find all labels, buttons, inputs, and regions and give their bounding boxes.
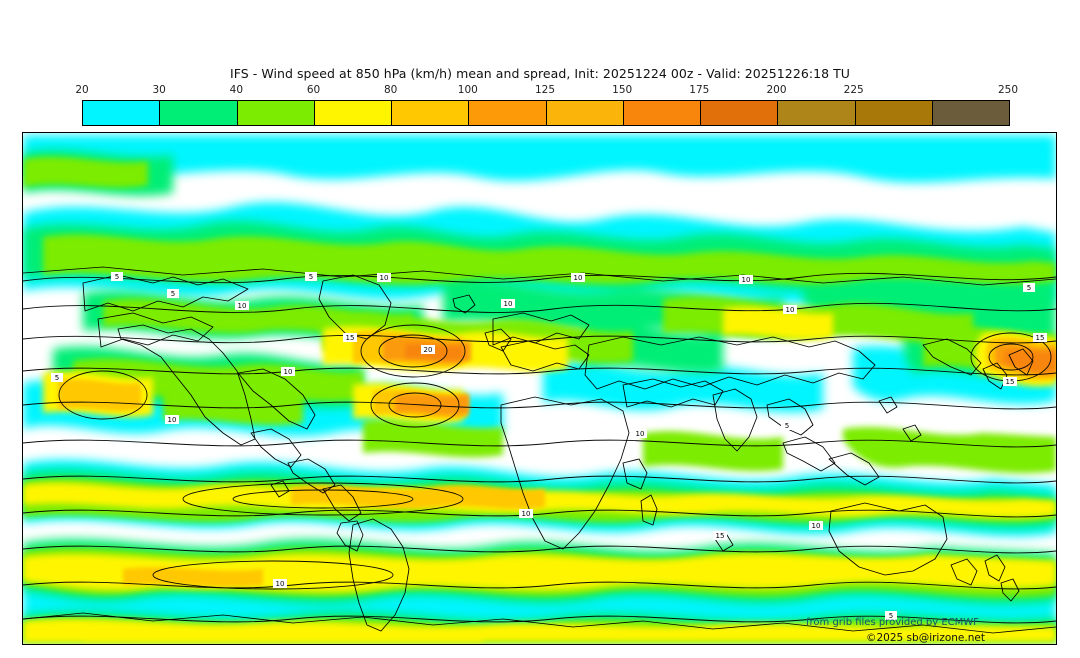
colorbar-band-5 — [469, 101, 547, 125]
copyright-notice: ©2025 sb@irizone.net — [866, 632, 985, 644]
svg-text:15: 15 — [1036, 334, 1045, 342]
colorbar-band-3 — [314, 101, 392, 125]
colorbar-tick-40: 40 — [229, 84, 244, 96]
svg-text:15: 15 — [716, 532, 725, 540]
colorbar-legend: 20 30 40 60 80 100 125 150 175 200 225 250 — [75, 84, 1018, 126]
colorbar-tick-60: 60 — [306, 84, 321, 96]
svg-text:10: 10 — [812, 522, 821, 530]
colorbar-band-2 — [237, 101, 315, 125]
data-source-attribution: from grib files provided by ECMWF — [806, 617, 979, 628]
svg-text:5: 5 — [889, 612, 893, 620]
colorbar-band-8 — [701, 101, 779, 125]
svg-text:10: 10 — [380, 274, 389, 282]
svg-text:10: 10 — [238, 302, 247, 310]
colorbar-tick-175: 175 — [689, 84, 710, 96]
colorbar-band-6 — [546, 101, 624, 125]
colorbar-band-0 — [83, 101, 161, 125]
svg-text:10: 10 — [284, 368, 293, 376]
colorbar-band-4 — [392, 101, 470, 125]
svg-text:5: 5 — [1027, 284, 1031, 292]
svg-text:20: 20 — [424, 346, 433, 354]
colorbar-band-7 — [623, 101, 701, 125]
colorbar-band-1 — [160, 101, 238, 125]
svg-text:10: 10 — [168, 416, 177, 424]
colorbar-tick-30: 30 — [152, 84, 166, 96]
page-title: IFS - Wind speed at 850 hPa (km/h) mean … — [230, 66, 850, 81]
svg-text:15: 15 — [1006, 378, 1015, 386]
svg-text:5: 5 — [785, 422, 789, 430]
colorbar-tick-225: 225 — [843, 84, 864, 96]
svg-text:5: 5 — [115, 273, 119, 281]
svg-text:10: 10 — [276, 580, 285, 588]
colorbar-band-10 — [855, 101, 933, 125]
colorbar-tick-200: 200 — [766, 84, 787, 96]
svg-text:10: 10 — [742, 276, 751, 284]
colorbar-band-9 — [778, 101, 856, 125]
colorbar-tick-125: 125 — [534, 84, 556, 96]
colorbar-tick-80: 80 — [383, 84, 398, 96]
svg-text:5: 5 — [171, 290, 175, 298]
svg-text:10: 10 — [786, 306, 795, 314]
svg-text:10: 10 — [522, 510, 531, 518]
colorbar-band-11 — [932, 101, 1009, 125]
colorbar-tick-20: 20 — [75, 84, 89, 96]
svg-text:5: 5 — [309, 273, 313, 281]
colorbar-tick-labels: 20 30 40 60 80 100 125 150 175 200 225 250 — [75, 84, 1018, 98]
svg-text:15: 15 — [346, 334, 355, 342]
svg-text:5: 5 — [55, 374, 59, 382]
colorbar-tick-100: 100 — [457, 84, 478, 96]
svg-text:10: 10 — [504, 300, 513, 308]
colorbar-tick-150: 150 — [612, 84, 633, 96]
svg-text:10: 10 — [574, 274, 583, 282]
weather-map-panel[interactable]: 5 5 10 10 10 10 10 15 5 10 10 15 20 10 5… — [22, 132, 1057, 645]
colorbar-tick-250: 250 — [997, 84, 1019, 96]
world-map-icon: 5 5 10 10 10 10 10 15 5 10 10 15 20 10 5… — [23, 133, 1056, 644]
colorbar-gradient — [82, 100, 1010, 126]
svg-text:10: 10 — [636, 430, 645, 438]
